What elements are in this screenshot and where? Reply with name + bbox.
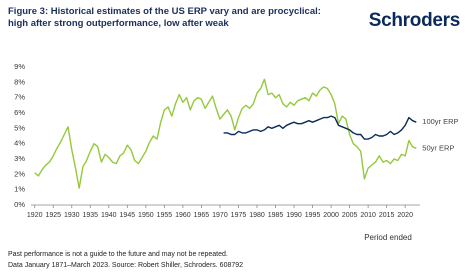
series-line xyxy=(34,78,417,189)
x-tick-label: 1920 xyxy=(27,212,43,219)
x-tick-label: 1930 xyxy=(64,212,80,219)
x-tick-label: 1970 xyxy=(212,212,228,219)
y-tick-label: 7% xyxy=(14,93,25,102)
y-tick-label: 4% xyxy=(14,139,25,148)
x-tick-label: 1960 xyxy=(175,212,191,219)
x-tick-label: 1985 xyxy=(268,212,284,219)
x-tick-label: 1995 xyxy=(305,212,321,219)
x-tick-label: 2000 xyxy=(323,212,339,219)
y-tick-label: 8% xyxy=(14,77,25,86)
x-tick-label: 1965 xyxy=(194,212,210,219)
x-tick-label: 1925 xyxy=(45,212,61,219)
y-tick-label: 0% xyxy=(14,200,25,209)
x-tick-label: 2010 xyxy=(360,212,376,219)
x-tick-label: 1975 xyxy=(231,212,247,219)
y-tick-label: 1% xyxy=(14,185,25,194)
x-tick-label: 2020 xyxy=(397,212,413,219)
footer-line: Past performance is not a guide to the f… xyxy=(8,251,228,258)
chart-title: Figure 3: Historical estimates of the US… xyxy=(8,6,321,29)
y-tick-label: 3% xyxy=(14,154,25,163)
x-tick-label: 1980 xyxy=(249,212,265,219)
x-tick-label: 2015 xyxy=(379,212,395,219)
x-tick-label: 1950 xyxy=(138,212,154,219)
x-axis-label: Period ended xyxy=(364,233,412,242)
y-tick-label: 5% xyxy=(14,123,25,132)
footer-line: Data January 1871–March 2023. Source: Ro… xyxy=(8,262,243,269)
y-tick-label: 9% xyxy=(14,62,25,71)
y-tick-label: 6% xyxy=(14,108,25,117)
series-label: 50yr ERP xyxy=(422,143,454,152)
x-tick-label: 2005 xyxy=(342,212,358,219)
x-tick-label: 1945 xyxy=(120,212,136,219)
logo: Schroders xyxy=(368,10,461,31)
x-tick-label: 1955 xyxy=(157,212,173,219)
x-tick-label: 1990 xyxy=(286,212,302,219)
x-tick-label: 1940 xyxy=(101,212,117,219)
x-tick-label: 1935 xyxy=(82,212,98,219)
y-tick-label: 2% xyxy=(14,169,25,178)
series-label: 100yr ERP xyxy=(422,117,458,126)
series-line xyxy=(223,115,417,140)
